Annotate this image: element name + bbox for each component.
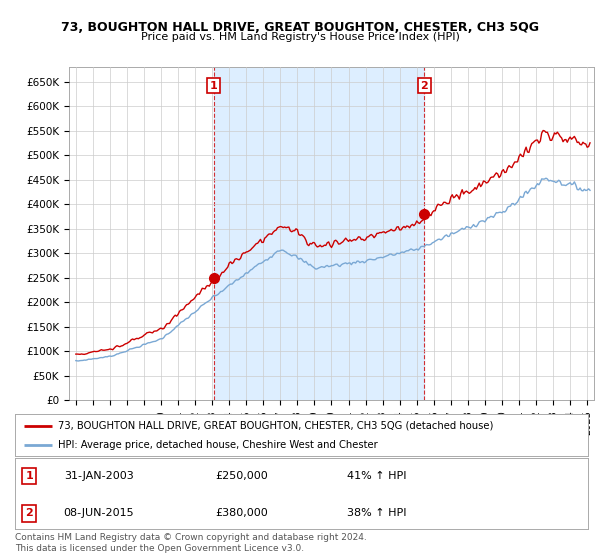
Text: 31-JAN-2003: 31-JAN-2003 <box>64 471 133 481</box>
Text: Contains HM Land Registry data © Crown copyright and database right 2024.
This d: Contains HM Land Registry data © Crown c… <box>15 533 367 553</box>
Text: 08-JUN-2015: 08-JUN-2015 <box>64 508 134 519</box>
Text: HPI: Average price, detached house, Cheshire West and Chester: HPI: Average price, detached house, Ches… <box>58 440 378 450</box>
Text: £380,000: £380,000 <box>215 508 268 519</box>
Text: 1: 1 <box>209 81 217 91</box>
Bar <box>214 67 424 400</box>
Text: 41% ↑ HPI: 41% ↑ HPI <box>347 471 407 481</box>
Text: 73, BOUGHTON HALL DRIVE, GREAT BOUGHTON, CHESTER, CH3 5QG: 73, BOUGHTON HALL DRIVE, GREAT BOUGHTON,… <box>61 21 539 34</box>
Text: Price paid vs. HM Land Registry's House Price Index (HPI): Price paid vs. HM Land Registry's House … <box>140 32 460 43</box>
Text: 73, BOUGHTON HALL DRIVE, GREAT BOUGHTON, CHESTER, CH3 5QG (detached house): 73, BOUGHTON HALL DRIVE, GREAT BOUGHTON,… <box>58 421 493 431</box>
Text: 2: 2 <box>25 508 33 519</box>
Text: £250,000: £250,000 <box>215 471 268 481</box>
Text: 2: 2 <box>421 81 428 91</box>
Text: 1: 1 <box>25 471 33 481</box>
Text: 38% ↑ HPI: 38% ↑ HPI <box>347 508 407 519</box>
